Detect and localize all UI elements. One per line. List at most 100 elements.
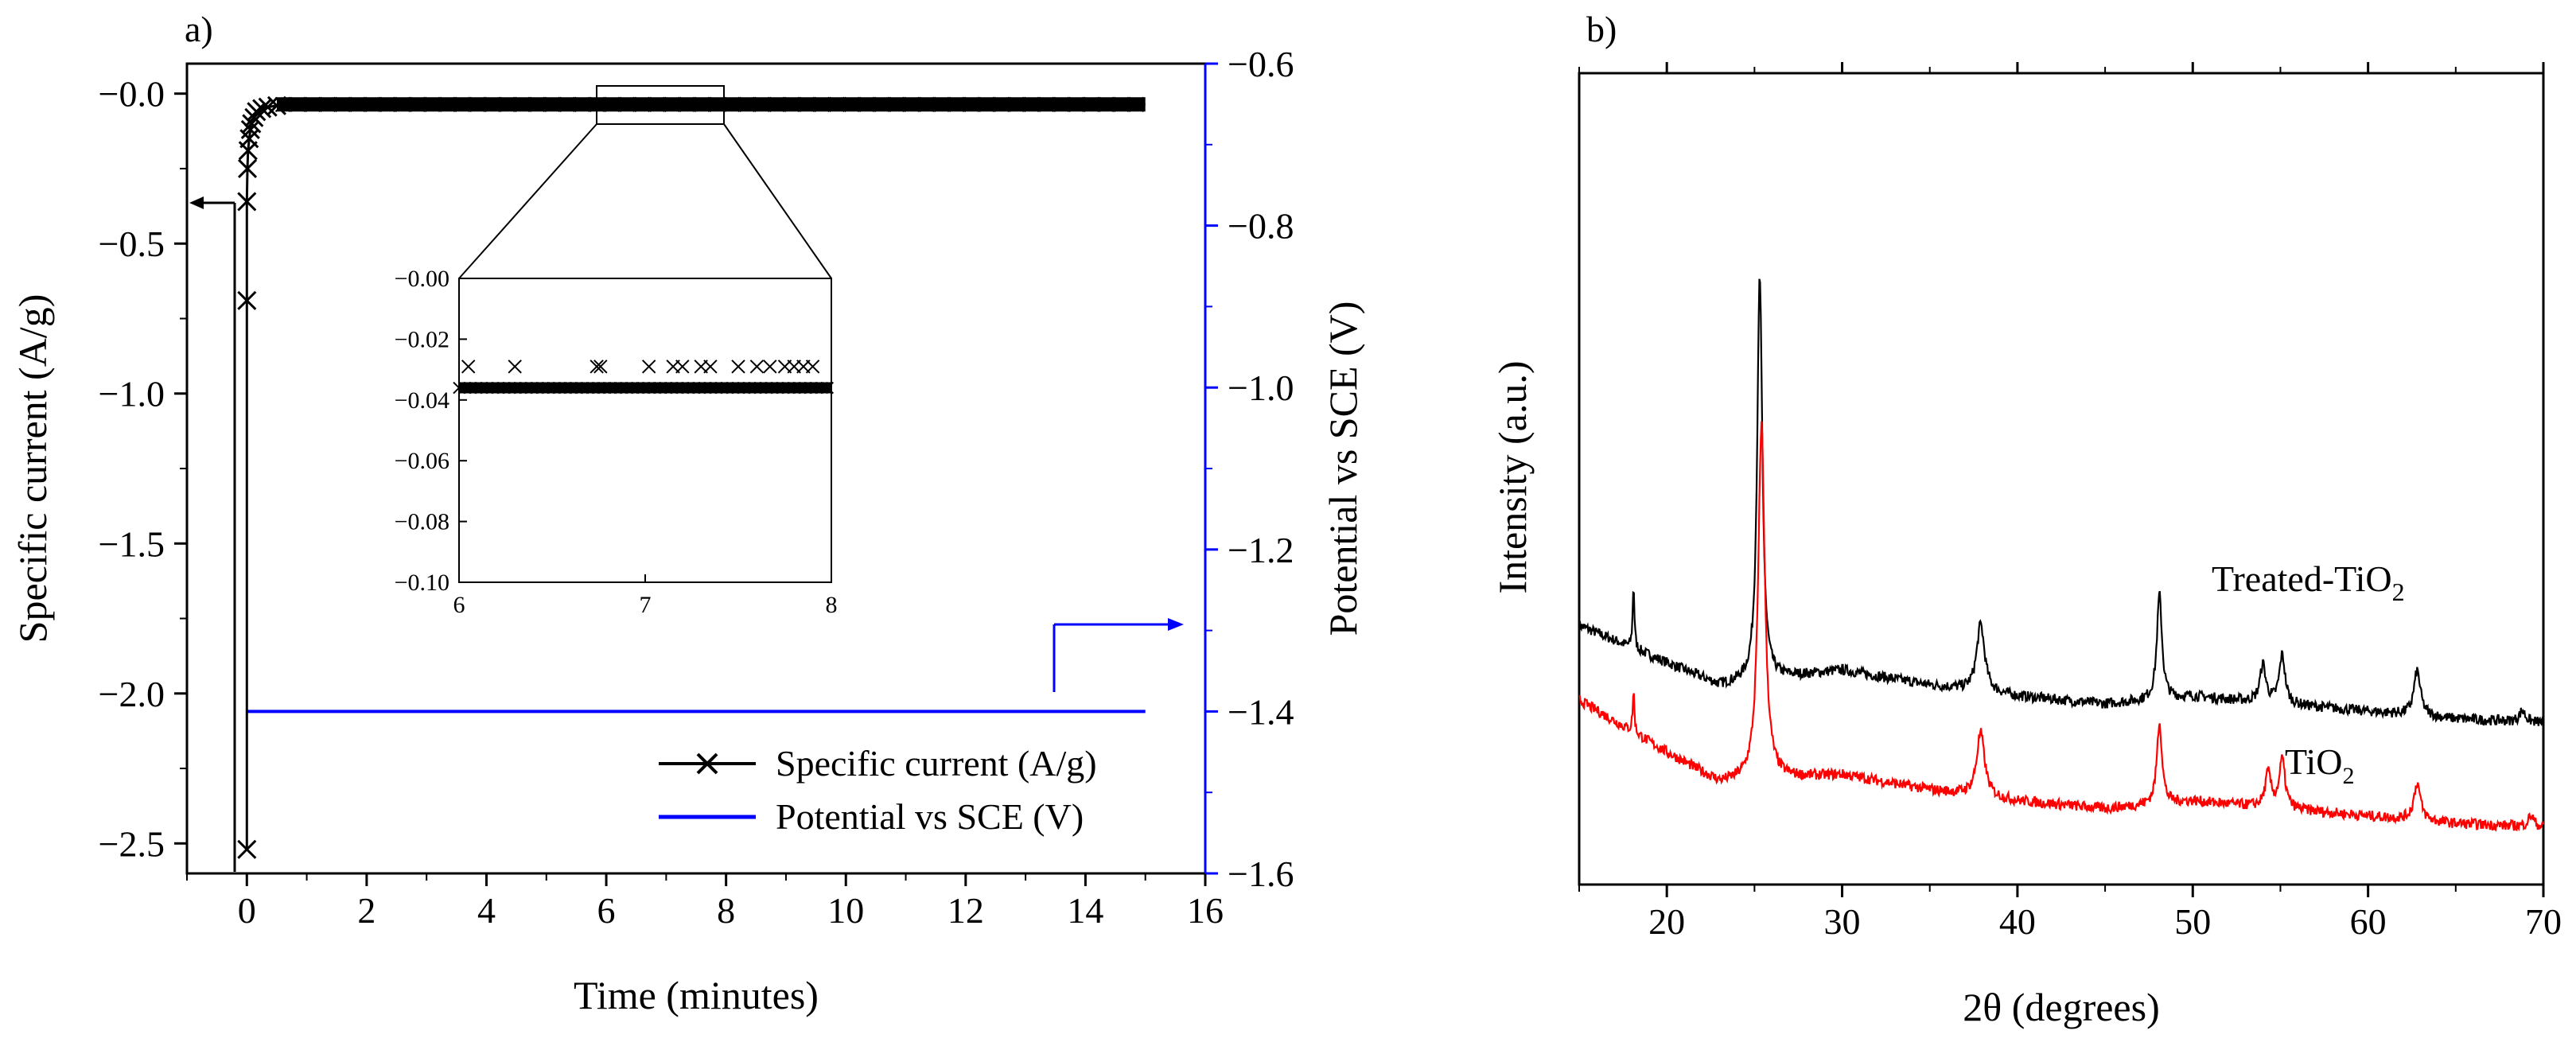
inset-marker xyxy=(531,381,543,395)
x-tick-label: 6 xyxy=(597,890,616,931)
inset-marker xyxy=(508,381,521,395)
panel-b-frame xyxy=(1578,72,2545,886)
inset-marker xyxy=(464,381,477,395)
inset-marker xyxy=(821,381,835,395)
current-marker xyxy=(424,96,441,112)
inset-marker xyxy=(693,381,706,395)
inset-marker xyxy=(475,381,488,395)
current-marker xyxy=(305,96,321,112)
panel-a: a) 0 2 4 6 8 10 12 14 16 −0.0 −0.5 −1.0 −1.5 −2.0 −2.… xyxy=(10,9,1365,1017)
panel-b-label: b) xyxy=(1586,9,1617,49)
series-current xyxy=(237,95,1146,859)
current-marker xyxy=(919,96,935,112)
current-marker xyxy=(874,96,890,112)
inset-upper-marker xyxy=(590,360,604,374)
current-marker xyxy=(904,96,920,112)
inset-frame xyxy=(458,278,832,583)
inset-upper-marker xyxy=(593,360,608,374)
inset-upper-marker xyxy=(805,360,820,374)
inset-marker xyxy=(481,381,493,395)
xrd-patterns xyxy=(1578,278,2545,832)
y-axis-title-b: Intensity (a.u.) xyxy=(1490,361,1535,594)
current-marker xyxy=(349,96,366,112)
current-marker xyxy=(320,96,336,112)
inset-marker xyxy=(603,381,617,395)
current-marker xyxy=(679,96,695,112)
current-marker xyxy=(979,96,994,112)
current-marker xyxy=(364,96,381,112)
panel-b: b) 20 30 40 50 60 70 2θ (degrees) Intensity (… xyxy=(1490,9,2562,1029)
inset-marker xyxy=(547,381,561,395)
inset-marker xyxy=(788,381,800,395)
inset-marker xyxy=(726,381,739,395)
current-marker xyxy=(500,96,516,112)
inset-marker xyxy=(536,381,550,395)
inset-marker xyxy=(570,381,583,395)
inset-marker xyxy=(760,381,772,395)
current-marker xyxy=(1009,96,1025,112)
inset-marker xyxy=(793,381,806,395)
current-marker xyxy=(1084,96,1099,112)
current-marker xyxy=(889,96,905,112)
current-marker xyxy=(247,102,267,122)
current-marker xyxy=(290,96,306,112)
inset-marker xyxy=(682,381,695,395)
current-marker xyxy=(694,96,710,112)
inset-marker xyxy=(503,381,516,395)
current-marker xyxy=(529,96,546,112)
current-marker xyxy=(1053,96,1069,112)
inset-y-tick-label: −0.10 xyxy=(395,570,449,596)
inset-marker xyxy=(609,381,622,395)
legend-current-label: Specific current (A/g) xyxy=(776,743,1097,784)
inset-marker xyxy=(687,381,700,395)
inset-marker xyxy=(592,381,605,395)
inset-marker xyxy=(542,381,555,395)
inset-upper-marker xyxy=(508,360,522,374)
inset-marker xyxy=(525,381,538,395)
inset-marker xyxy=(721,381,733,395)
current-marker xyxy=(814,96,830,112)
current-marker xyxy=(1038,96,1055,112)
inset-x-tick-label: 7 xyxy=(640,592,652,618)
current-marker xyxy=(604,96,621,112)
y-tick-label: −1.0 xyxy=(99,374,165,414)
inset-marker xyxy=(737,381,750,395)
inset-marker xyxy=(575,381,589,395)
x-tick-label: 0 xyxy=(238,890,256,931)
inset-marker xyxy=(497,381,510,395)
y-tick-label: −1.5 xyxy=(99,523,165,564)
current-marker xyxy=(237,158,258,179)
current-marker xyxy=(237,290,257,310)
current-marker xyxy=(335,96,351,112)
x-axis-title-b: 2θ (degrees) xyxy=(1963,985,2159,1029)
label-treated-tio2: Treated-TiO2 xyxy=(2212,558,2405,606)
inset-y-tick-label: −0.02 xyxy=(395,326,449,352)
inset-marker xyxy=(586,381,600,395)
inset-marker xyxy=(631,381,644,395)
right-y-tick-label: −1.2 xyxy=(1228,530,1294,570)
inset-marker xyxy=(597,381,611,395)
x-tick-label: 2 xyxy=(357,890,376,931)
current-marker xyxy=(948,96,965,112)
y-tick-label: −2.0 xyxy=(99,674,165,714)
current-marker xyxy=(544,96,561,112)
current-marker xyxy=(252,99,272,119)
inset-x-tick-label: 8 xyxy=(826,592,838,618)
inset-ticks: 6 7 8 −0.00 −0.02 −0.04 −0.06 −0.08 −0.10 xyxy=(395,266,838,618)
inset-marker xyxy=(558,381,572,395)
current-marker xyxy=(769,96,785,112)
current-marker xyxy=(1099,96,1115,112)
y-tick-label: −0.0 xyxy=(99,74,165,115)
current-marker xyxy=(784,96,800,112)
current-marker xyxy=(724,96,740,112)
inset-upper-marker xyxy=(763,360,777,374)
inset-marker xyxy=(776,381,789,395)
current-marker xyxy=(963,96,980,112)
y-axis-title: Specific current (A/g) xyxy=(10,294,55,644)
current-marker xyxy=(454,96,471,112)
legend-potential-label: Potential vs SCE (V) xyxy=(776,796,1084,837)
inset-y-tick-label: −0.06 xyxy=(395,448,449,474)
inset-marker xyxy=(625,381,639,395)
inset-marker xyxy=(581,381,594,395)
inset-marker xyxy=(754,381,767,395)
